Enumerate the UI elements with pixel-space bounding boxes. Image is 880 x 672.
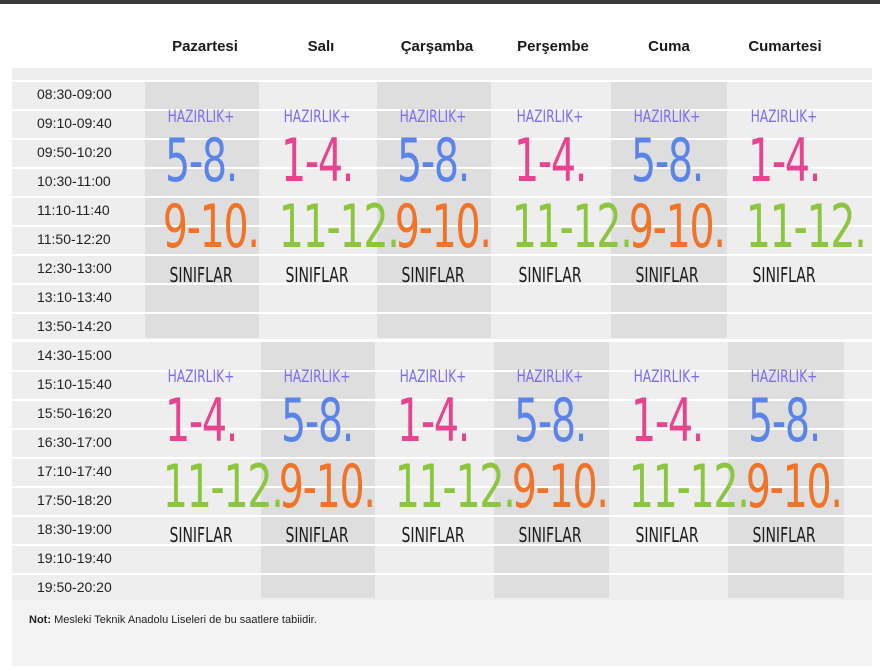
classes-label: SINIFLAR — [518, 523, 582, 547]
prep-label: HAZIRLIK+ — [283, 107, 351, 127]
classes-label: SINIFLAR — [401, 523, 465, 547]
grade-range: 5-8. — [630, 126, 704, 196]
grade-range: 9-10. — [511, 452, 609, 522]
classes-label: SINIFLAR — [518, 263, 582, 287]
grade-range: 1-4. — [396, 386, 470, 456]
prep-label: HAZIRLIK+ — [633, 367, 701, 387]
grade-range: 9-10. — [394, 192, 492, 262]
classes-label: SINIFLAR — [635, 263, 699, 287]
grade-range: 1-4. — [280, 126, 354, 196]
footnote: Not: Mesleki Teknik Anadolu Liseleri de … — [29, 614, 317, 626]
morning-block-tue: HAZIRLIK+ 1-4. 11-12. SINIFLAR — [259, 106, 400, 288]
day-tuesday: Salı — [307, 38, 335, 55]
prep-label: HAZIRLIK+ — [516, 367, 584, 387]
time-slot: 18:30-19:00 — [37, 521, 112, 537]
classes-label: SINIFLAR — [752, 263, 816, 287]
afternoon-col-bg-sat — [728, 342, 844, 598]
afternoon-block-fri: HAZIRLIK+ 1-4. 11-12. SINIFLAR — [609, 366, 750, 548]
afternoon-col-bg-tue — [261, 342, 375, 598]
time-slot: 10:30-11:00 — [37, 173, 111, 189]
afternoon-block-thu: HAZIRLIK+ 5-8. 9-10. SINIFLAR — [492, 366, 609, 548]
grade-range: 1-4. — [630, 386, 704, 456]
schedule-card: Pazartesi Salı Çarşamba Perşembe Cuma Cu… — [12, 26, 872, 666]
classes-label: SINIFLAR — [752, 523, 816, 547]
grade-range: 9-10. — [745, 452, 843, 522]
grade-range: 9-10. — [162, 192, 260, 262]
grade-range: 11-12. — [278, 192, 400, 262]
grade-range: 1-4. — [164, 386, 238, 456]
grade-range: 5-8. — [513, 386, 587, 456]
morning-col-bg-wed — [377, 80, 491, 338]
grade-range: 5-8. — [396, 126, 470, 196]
prep-label: HAZIRLIK+ — [750, 367, 818, 387]
time-slot: 11:50-12:20 — [37, 231, 111, 247]
grade-range: 9-10. — [278, 452, 376, 522]
afternoon-block-wed: HAZIRLIK+ 1-4. 11-12. SINIFLAR — [375, 366, 516, 548]
afternoon-block-tue: HAZIRLIK+ 5-8. 9-10. SINIFLAR — [259, 366, 376, 548]
grade-range: 11-12. — [162, 452, 284, 522]
morning-col-bg-mon — [145, 80, 259, 338]
grade-range: 11-12. — [628, 452, 750, 522]
grade-range: 5-8. — [164, 126, 238, 196]
morning-block-fri: HAZIRLIK+ 5-8. 9-10. SINIFLAR — [609, 106, 726, 288]
day-monday: Pazartesi — [172, 38, 238, 55]
classes-label: SINIFLAR — [401, 263, 465, 287]
morning-col-bg-fri — [611, 80, 727, 338]
morning-block-mon: HAZIRLIK+ 5-8. 9-10. SINIFLAR — [143, 106, 260, 288]
time-slot: 12:30-13:00 — [37, 260, 112, 276]
top-border — [0, 0, 880, 4]
day-saturday: Cumartesi — [748, 38, 822, 55]
day-friday: Cuma — [648, 38, 690, 55]
note-label: Not: — [29, 614, 51, 626]
classes-label: SINIFLAR — [635, 523, 699, 547]
grade-range: 1-4. — [747, 126, 821, 196]
prep-label: HAZIRLIK+ — [399, 367, 467, 387]
note-text: Mesleki Teknik Anadolu Liseleri de bu sa… — [54, 614, 317, 626]
classes-label: SINIFLAR — [285, 523, 349, 547]
prep-label: HAZIRLIK+ — [167, 107, 235, 127]
time-slot: 14:30-15:00 — [37, 347, 112, 363]
morning-block-thu: HAZIRLIK+ 1-4. 11-12. SINIFLAR — [492, 106, 633, 288]
time-slot: 11:10-11:40 — [37, 202, 110, 218]
time-slot: 08:30-09:00 — [37, 86, 112, 102]
morning-block-sat: HAZIRLIK+ 1-4. 11-12. SINIFLAR — [726, 106, 867, 288]
prep-label: HAZIRLIK+ — [750, 107, 818, 127]
time-slot: 17:10-17:40 — [37, 463, 112, 479]
note-band — [12, 600, 872, 666]
day-header-row: Pazartesi Salı Çarşamba Perşembe Cuma Cu… — [12, 26, 872, 68]
time-slot: 19:10-19:40 — [37, 550, 112, 566]
prep-label: HAZIRLIK+ — [516, 107, 584, 127]
day-thursday: Perşembe — [517, 38, 589, 55]
grade-range: 5-8. — [747, 386, 821, 456]
time-slot: 19:50-20:20 — [37, 579, 112, 595]
day-wednesday: Çarşamba — [400, 38, 474, 55]
time-slot: 16:30-17:00 — [37, 434, 112, 450]
time-slot: 15:50-16:20 — [37, 405, 112, 421]
time-slot: 15:10-15:40 — [37, 376, 112, 392]
grade-range: 11-12. — [394, 452, 516, 522]
grade-range: 11-12. — [511, 192, 633, 262]
time-slot: 17:50-18:20 — [37, 492, 112, 508]
classes-label: SINIFLAR — [285, 263, 349, 287]
classes-label: SINIFLAR — [169, 263, 233, 287]
time-slot: 13:10-13:40 — [37, 289, 112, 305]
prep-label: HAZIRLIK+ — [283, 367, 351, 387]
prep-label: HAZIRLIK+ — [167, 367, 235, 387]
afternoon-col-bg-thu — [494, 342, 609, 598]
prep-label: HAZIRLIK+ — [633, 107, 701, 127]
afternoon-block-mon: HAZIRLIK+ 1-4. 11-12. SINIFLAR — [143, 366, 284, 548]
morning-block-wed: HAZIRLIK+ 5-8. 9-10. SINIFLAR — [375, 106, 492, 288]
grade-range: 1-4. — [513, 126, 587, 196]
time-slot: 09:50-10:20 — [37, 144, 112, 160]
prep-label: HAZIRLIK+ — [399, 107, 467, 127]
grade-range: 9-10. — [628, 192, 726, 262]
time-slot: 09:10-09:40 — [37, 115, 112, 131]
classes-label: SINIFLAR — [169, 523, 233, 547]
time-slot: 13:50-14:20 — [37, 318, 112, 334]
grade-range: 11-12. — [745, 192, 867, 262]
afternoon-block-sat: HAZIRLIK+ 5-8. 9-10. SINIFLAR — [726, 366, 843, 548]
grade-range: 5-8. — [280, 386, 354, 456]
